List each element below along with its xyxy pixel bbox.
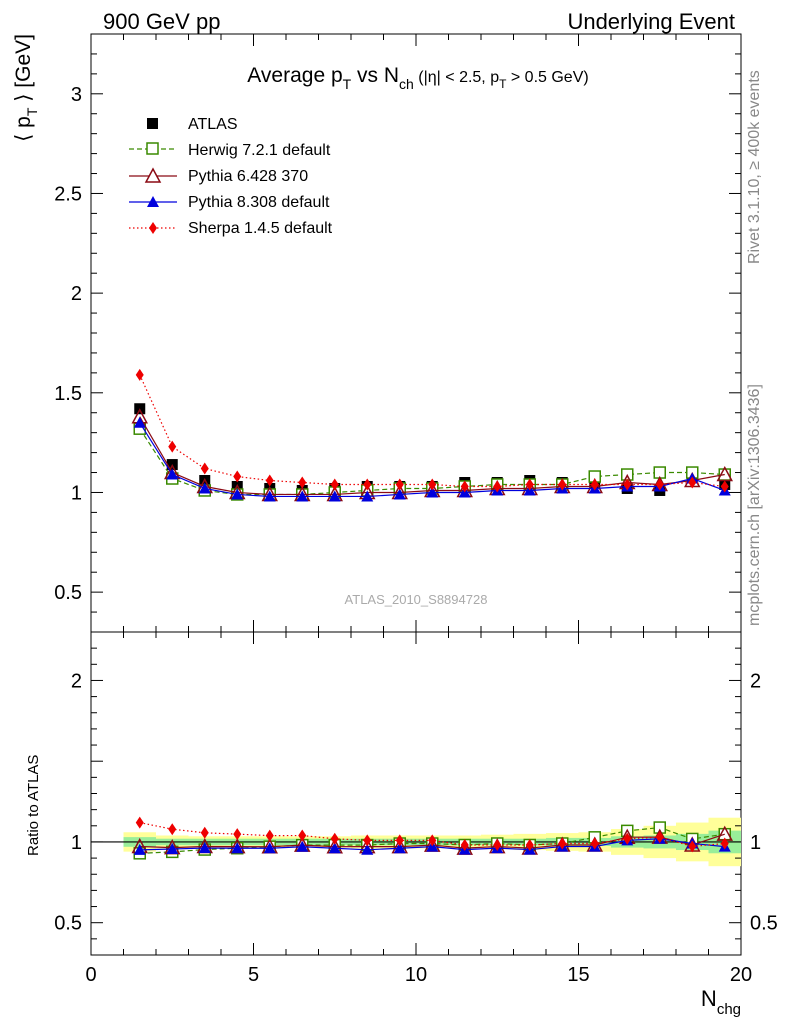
legend-marker-pythia8 xyxy=(147,196,159,207)
point-pythia-8-308-default xyxy=(361,490,374,502)
ratio-point-sherpa-1-4-5-default xyxy=(590,837,599,850)
chart-title: Average pT vs Nch (|η| < 2.5, pT > 0.5 G… xyxy=(247,64,588,92)
ratio-point-sherpa-1-4-5-default xyxy=(330,832,339,845)
ratio-point-sherpa-1-4-5-default xyxy=(688,840,697,853)
x-tick-label: 15 xyxy=(567,964,589,986)
y-axis-label-main: ⟨ pT ⟩ [GeV] xyxy=(12,34,40,142)
header-right: Underlying Event xyxy=(567,9,735,34)
point-sherpa-1-4-5-default xyxy=(135,368,144,381)
point-pythia-8-308-default xyxy=(328,490,341,502)
legend-marker-pythia6 xyxy=(144,167,162,183)
header-left: 900 GeV pp xyxy=(103,9,221,34)
y-tick-label-main: 1 xyxy=(71,482,82,504)
y-tick-label-main: 0.5 xyxy=(54,582,82,604)
ratio-point-pythia-8-308-default xyxy=(328,842,341,854)
legend-label-herwig: Herwig 7.2.1 default xyxy=(188,142,331,159)
point-sherpa-1-4-5-default xyxy=(558,478,567,491)
ratio-point-sherpa-1-4-5-default xyxy=(168,823,177,836)
point-pythia-8-308-default xyxy=(426,486,439,498)
y-tick-label-main: 2 xyxy=(71,283,82,305)
ratio-point-sherpa-1-4-5-default xyxy=(233,828,242,841)
data-series xyxy=(131,368,734,502)
ratio-point-sherpa-1-4-5-default xyxy=(493,839,502,852)
y-tick-label-main: 3 xyxy=(71,84,82,106)
point-sherpa-1-4-5-default xyxy=(168,440,177,453)
point-sherpa-1-4-5-default xyxy=(493,480,502,493)
y-tick-label-main: 2.5 xyxy=(54,183,82,205)
ratio-point-sherpa-1-4-5-default xyxy=(525,838,534,851)
legend-label-atlas: ATLAS xyxy=(188,116,238,133)
point-pythia-8-308-default xyxy=(198,482,211,494)
ratio-panel-frame xyxy=(90,631,742,956)
point-pythia-8-308-default xyxy=(231,488,244,500)
axis-ticks: 0 5 10 15 20 0.5 1 1.5 2 2.5 3 0.5 0.5 1 1 2 2 xyxy=(54,33,778,986)
y-tick-label-ratio-left: 0.5 xyxy=(54,913,82,935)
ratio-series xyxy=(131,816,734,860)
ratio-point-pythia-8-308-default xyxy=(296,840,309,852)
y-tick-label-ratio-right: 1 xyxy=(750,832,761,854)
point-sherpa-1-4-5-default xyxy=(428,478,437,491)
watermark-label: ATLAS_2010_S8894728 xyxy=(345,592,488,607)
point-pythia-8-308-default xyxy=(133,416,146,428)
ratio-point-sherpa-1-4-5-default xyxy=(623,832,632,845)
legend-marker-herwig xyxy=(146,142,159,155)
legend-label-sherpa: Sherpa 1.4.5 default xyxy=(188,220,333,237)
point-sherpa-1-4-5-default xyxy=(330,478,339,491)
ratio-point-sherpa-1-4-5-default xyxy=(460,839,469,852)
ratio-point-sherpa-1-4-5-default xyxy=(395,834,404,847)
ratio-point-pythia-8-308-default xyxy=(166,843,179,855)
legend: ATLAS Herwig 7.2.1 default Pythia 6.428 … xyxy=(129,116,333,237)
y-tick-label-ratio-left: 1 xyxy=(71,832,82,854)
point-sherpa-1-4-5-default xyxy=(655,478,664,491)
y-axis-label-ratio: Ratio to ATLAS xyxy=(25,755,42,856)
point-sherpa-1-4-5-default xyxy=(363,478,372,491)
ratio-point-pythia-8-308-default xyxy=(198,842,211,854)
point-sherpa-1-4-5-default xyxy=(265,474,274,487)
point-pythia-8-308-default xyxy=(166,468,179,480)
point-sherpa-1-4-5-default xyxy=(590,478,599,491)
x-tick-label: 10 xyxy=(405,964,427,986)
point-sherpa-1-4-5-default xyxy=(720,480,729,493)
legend-marker-sherpa xyxy=(149,222,157,234)
point-pythia-8-308-default xyxy=(296,490,309,502)
x-tick-label: 0 xyxy=(85,964,96,986)
ratio-point-sherpa-1-4-5-default xyxy=(363,834,372,847)
x-axis-label: Nchg xyxy=(701,986,741,1018)
legend-label-pythia6: Pythia 6.428 370 xyxy=(188,168,308,185)
ratio-point-sherpa-1-4-5-default xyxy=(655,831,664,844)
point-sherpa-1-4-5-default xyxy=(200,462,209,475)
ratio-point-sherpa-1-4-5-default xyxy=(200,826,209,839)
y-tick-label-main: 1.5 xyxy=(54,383,82,405)
point-pythia-8-308-default xyxy=(393,488,406,500)
y-tick-label-ratio-right: 0.5 xyxy=(750,913,778,935)
series-line-sherpa-1-4-5-default xyxy=(139,374,725,488)
ratio-point-pythia-8-308-default xyxy=(361,843,374,855)
ratio-point-sherpa-1-4-5-default xyxy=(298,829,307,842)
point-sherpa-1-4-5-default xyxy=(233,470,242,483)
ratio-point-sherpa-1-4-5-default xyxy=(135,816,144,829)
point-sherpa-1-4-5-default xyxy=(688,476,697,489)
y-tick-label-ratio-right: 2 xyxy=(750,670,761,692)
ratio-point-pythia-8-308-default xyxy=(393,842,406,854)
ratio-point-sherpa-1-4-5-default xyxy=(428,834,437,847)
legend-marker-atlas xyxy=(147,118,158,129)
ratio-point-sherpa-1-4-5-default xyxy=(720,837,729,850)
x-tick-label: 20 xyxy=(730,964,752,986)
x-tick-label: 5 xyxy=(248,964,259,986)
ratio-point-pythia-8-308-default xyxy=(133,843,146,855)
y-tick-label-ratio-left: 2 xyxy=(71,670,82,692)
legend-label-pythia8: Pythia 8.308 default xyxy=(188,194,330,211)
point-sherpa-1-4-5-default xyxy=(525,478,534,491)
point-sherpa-1-4-5-default xyxy=(623,478,632,491)
ratio-point-sherpa-1-4-5-default xyxy=(558,837,567,850)
ratio-point-pythia-8-308-default xyxy=(231,842,244,854)
ratio-point-sherpa-1-4-5-default xyxy=(265,829,274,842)
point-sherpa-1-4-5-default xyxy=(460,480,469,493)
point-sherpa-1-4-5-default xyxy=(298,476,307,489)
point-pythia-8-308-default xyxy=(263,490,276,502)
ratio-point-pythia-8-308-default xyxy=(263,842,276,854)
point-sherpa-1-4-5-default xyxy=(395,478,404,491)
